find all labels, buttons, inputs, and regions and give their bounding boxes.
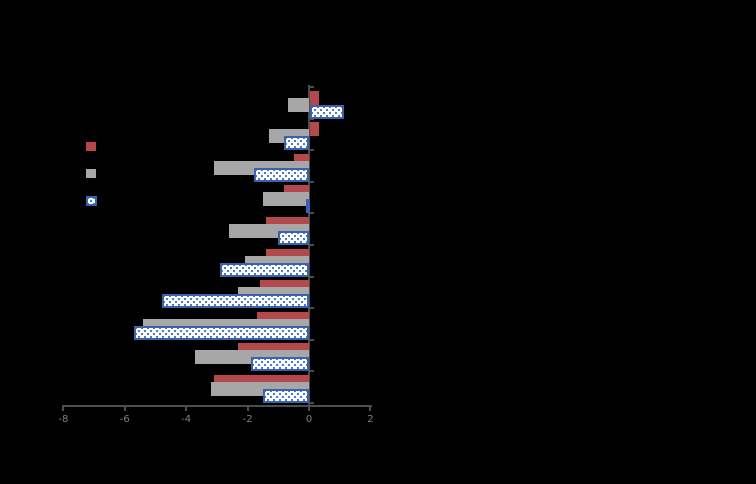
bar-red-group-2	[310, 122, 320, 137]
x-axis-tick	[62, 407, 65, 411]
y-axis-tick	[310, 212, 314, 215]
legend-swatch-blue-dotted	[86, 196, 97, 206]
x-axis-tick-label: 0	[305, 414, 313, 425]
y-axis-tick	[310, 180, 314, 183]
y-axis-tick	[310, 370, 314, 373]
bar-blue-dotted-group-10	[262, 388, 309, 403]
bar-blue-dotted-group-3	[253, 167, 309, 182]
x-axis-tick	[369, 407, 372, 411]
x-axis-tick-label: -4	[181, 414, 192, 425]
x-axis-tick	[308, 407, 310, 411]
x-axis-tick-label: -8	[58, 414, 69, 425]
x-axis-tick	[185, 407, 188, 411]
legend-swatch-red	[86, 142, 96, 151]
y-axis-tick	[310, 338, 314, 341]
y-axis-tick	[310, 307, 314, 310]
bar-blue-dotted-group-6	[219, 262, 309, 277]
bar-blue-dotted-group-5	[278, 230, 309, 245]
x-axis-tick	[123, 407, 126, 411]
bar-blue-dotted-group-9	[250, 357, 309, 372]
bar-blue-dotted-group-4	[305, 199, 310, 214]
y-axis-tick	[310, 244, 314, 246]
y-axis-tick	[310, 117, 314, 120]
x-axis-line	[62, 405, 372, 407]
bar-blue-dotted-group-1	[310, 104, 344, 119]
y-axis-tick	[310, 275, 314, 278]
x-axis-tick-label: 2	[367, 414, 374, 425]
y-axis-tick	[310, 86, 314, 88]
bar-red-group-1	[310, 90, 320, 105]
bar-gray-group-4	[262, 192, 309, 207]
x-axis-tick-label: -2	[242, 414, 253, 425]
bar-blue-dotted-group-7	[161, 294, 309, 309]
bar-blue-dotted-group-8	[134, 325, 309, 340]
legend-swatch-gray	[86, 169, 96, 178]
x-axis-tick	[246, 407, 249, 411]
bar-gray-group-1	[287, 97, 309, 112]
bar-blue-dotted-group-2	[284, 136, 309, 151]
y-axis-tick	[310, 402, 314, 404]
y-axis-tick	[310, 149, 314, 152]
y-zero-line	[308, 85, 310, 407]
x-axis-tick-label: -6	[119, 414, 130, 425]
